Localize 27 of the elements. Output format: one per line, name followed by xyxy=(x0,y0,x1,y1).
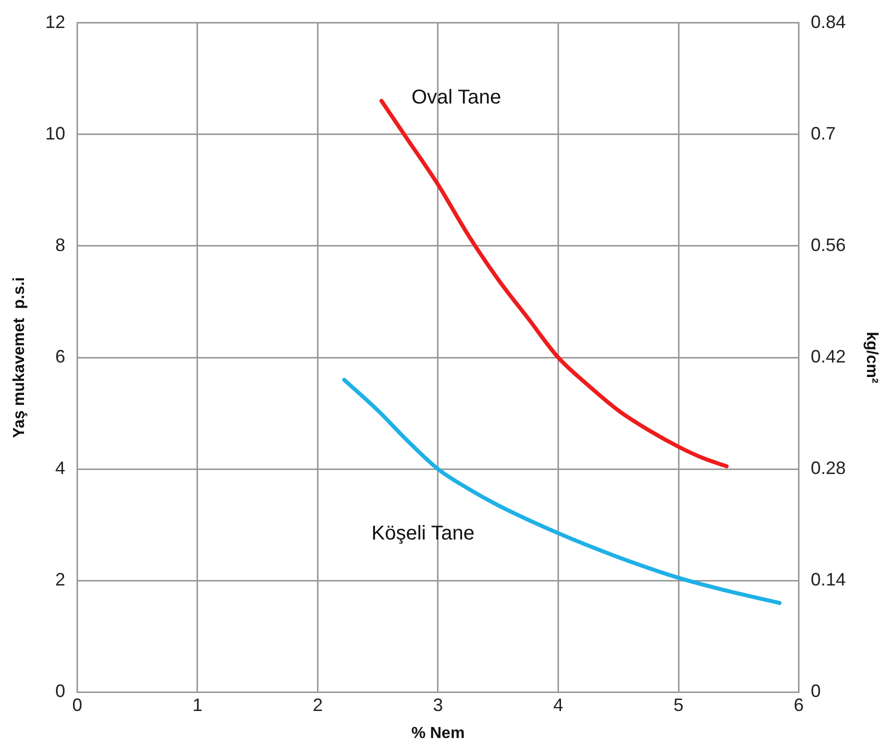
x-tick-label: 5 xyxy=(674,694,684,715)
y-axis-title: Yaş mukavemet p.s.i xyxy=(11,277,28,438)
y2-tick-label: 0 xyxy=(810,681,821,702)
series-label: Oval Tane xyxy=(411,86,502,108)
y2-tick-label: 0.14 xyxy=(810,570,846,590)
y-tick-label: 8 xyxy=(55,234,66,255)
series-label: Köşeli Tane xyxy=(371,522,475,545)
x-tick-label: 0 xyxy=(72,694,82,715)
y-tick-label: 4 xyxy=(55,458,66,478)
y-tick-label: 0 xyxy=(55,681,66,702)
y2-axis-title: kg/cm² xyxy=(862,332,880,384)
y2-tick-label: 0.56 xyxy=(810,234,846,255)
y-tick-label: 6 xyxy=(55,346,66,366)
y2-tick-label: 0.84 xyxy=(810,12,846,32)
y-tick-label: 2 xyxy=(55,570,66,590)
y-tick-label: 10 xyxy=(45,123,66,144)
x-tick-label: 6 xyxy=(794,694,804,715)
line-series xyxy=(342,378,782,605)
y2-tick-label: 0.42 xyxy=(810,346,846,366)
x-tick-label: 3 xyxy=(432,694,443,715)
x-tick-label: 1 xyxy=(192,694,202,715)
x-tick-label: 4 xyxy=(553,694,564,715)
x-axis-title: % Nem xyxy=(411,724,465,742)
y-tick-label: 12 xyxy=(45,12,66,32)
y2-tick-label: 0.7 xyxy=(810,123,836,144)
x-tick-label: 2 xyxy=(312,694,323,715)
y2-tick-label: 0.28 xyxy=(810,458,846,478)
